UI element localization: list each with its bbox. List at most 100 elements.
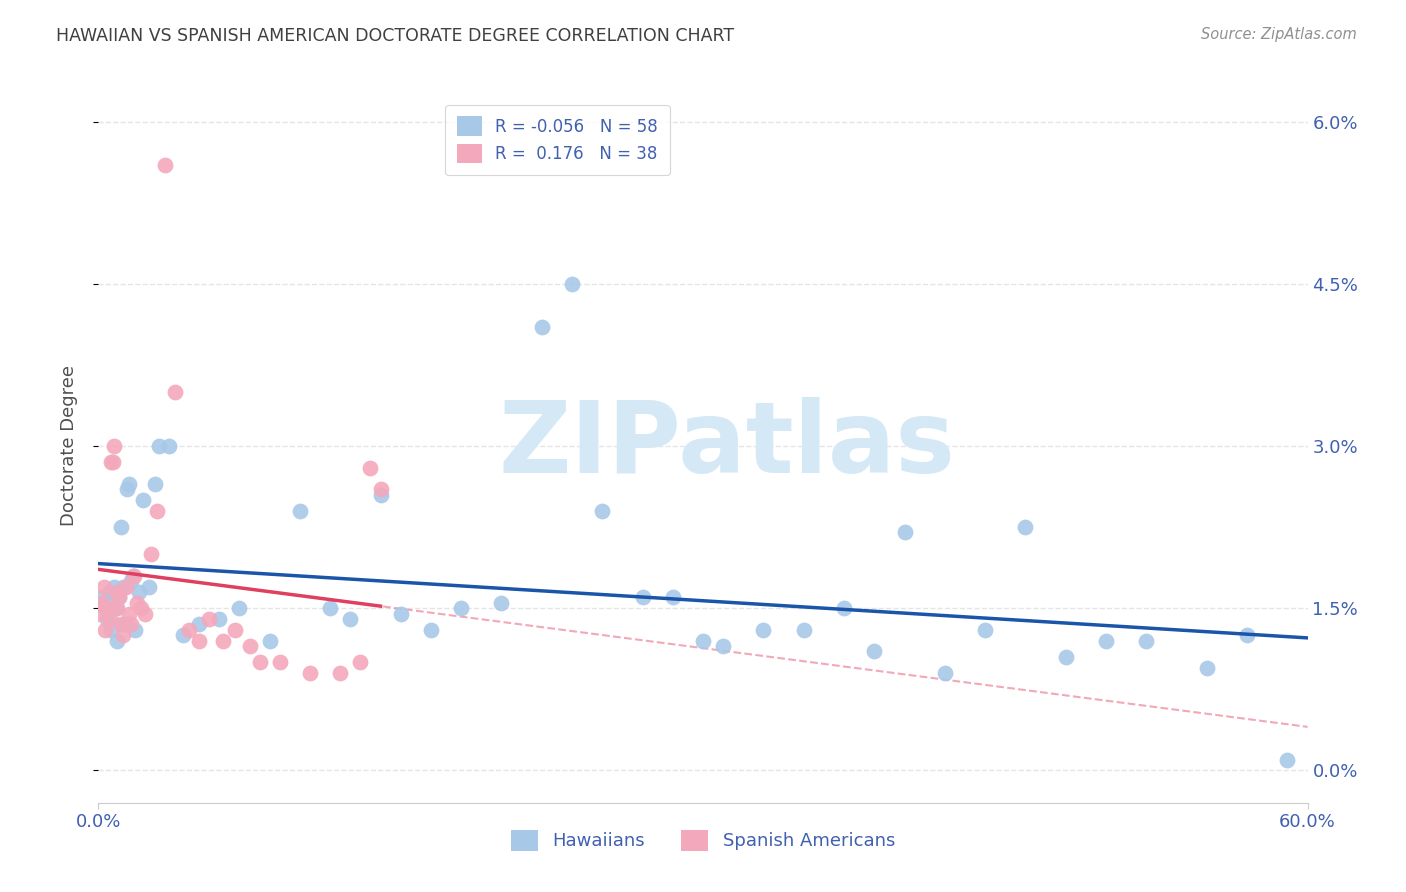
Point [269,655,291,669]
Point [1054,649,1077,664]
Point [228,601,250,615]
Point [288,504,311,518]
Point [157,439,180,453]
Point [349,655,371,669]
Point [96,601,118,615]
Point [143,476,166,491]
Point [561,277,583,291]
Point [934,666,956,681]
Point [198,612,221,626]
Point [103,580,125,594]
Point [98,585,121,599]
Legend: Hawaiians, Spanish Americans: Hawaiians, Spanish Americans [503,822,903,858]
Point [94,601,117,615]
Point [91,591,114,605]
Point [420,623,443,637]
Point [104,585,127,599]
Point [188,617,211,632]
Point [1236,628,1258,642]
Point [139,547,162,561]
Point [208,612,231,626]
Point [661,591,683,605]
Y-axis label: Doctorate Degree: Doctorate Degree [59,366,77,526]
Point [122,568,145,582]
Text: ZIPatlas: ZIPatlas [499,398,956,494]
Point [138,580,160,594]
Point [96,612,118,626]
Point [110,520,132,534]
Point [450,601,472,615]
Point [100,623,122,637]
Point [118,607,141,621]
Point [115,482,138,496]
Point [146,504,169,518]
Point [100,455,122,469]
Point [188,633,211,648]
Point [110,617,132,632]
Point [360,460,382,475]
Point [692,633,714,648]
Point [631,591,654,605]
Point [530,320,553,334]
Point [129,601,152,615]
Point [89,607,111,621]
Point [212,633,235,648]
Point [370,488,392,502]
Point [111,580,134,594]
Point [124,623,146,637]
Point [893,525,915,540]
Point [125,596,148,610]
Point [134,607,156,621]
Point [94,623,117,637]
Point [114,617,136,632]
Point [591,504,613,518]
Point [172,628,194,642]
Point [111,628,134,642]
Point [1277,753,1299,767]
Point [128,585,150,599]
Point [863,644,886,658]
Point [105,633,128,648]
Point [103,439,125,453]
Point [98,612,121,626]
Point [1135,633,1157,648]
Point [752,623,775,637]
Point [711,639,734,653]
Point [299,666,322,681]
Text: Source: ZipAtlas.com: Source: ZipAtlas.com [1201,27,1357,42]
Point [1014,520,1036,534]
Point [179,623,201,637]
Point [101,455,124,469]
Point [370,482,392,496]
Point [1095,633,1118,648]
Point [118,476,141,491]
Point [101,596,124,610]
Point [491,596,513,610]
Point [249,655,271,669]
Point [329,666,352,681]
Point [163,384,186,399]
Point [107,591,129,605]
Text: HAWAIIAN VS SPANISH AMERICAN DOCTORATE DEGREE CORRELATION CHART: HAWAIIAN VS SPANISH AMERICAN DOCTORATE D… [56,27,734,45]
Point [832,601,855,615]
Point [105,601,128,615]
Point [104,601,127,615]
Point [120,574,142,589]
Point [239,639,262,653]
Point [389,607,412,621]
Point [224,623,246,637]
Point [319,601,342,615]
Point [793,623,815,637]
Point [153,158,176,172]
Point [120,617,142,632]
Point [339,612,361,626]
Point [148,439,170,453]
Point [121,568,143,582]
Point [93,580,115,594]
Point [107,591,129,605]
Point [259,633,281,648]
Point [91,596,114,610]
Point [974,623,997,637]
Point [114,580,136,594]
Point [132,493,155,508]
